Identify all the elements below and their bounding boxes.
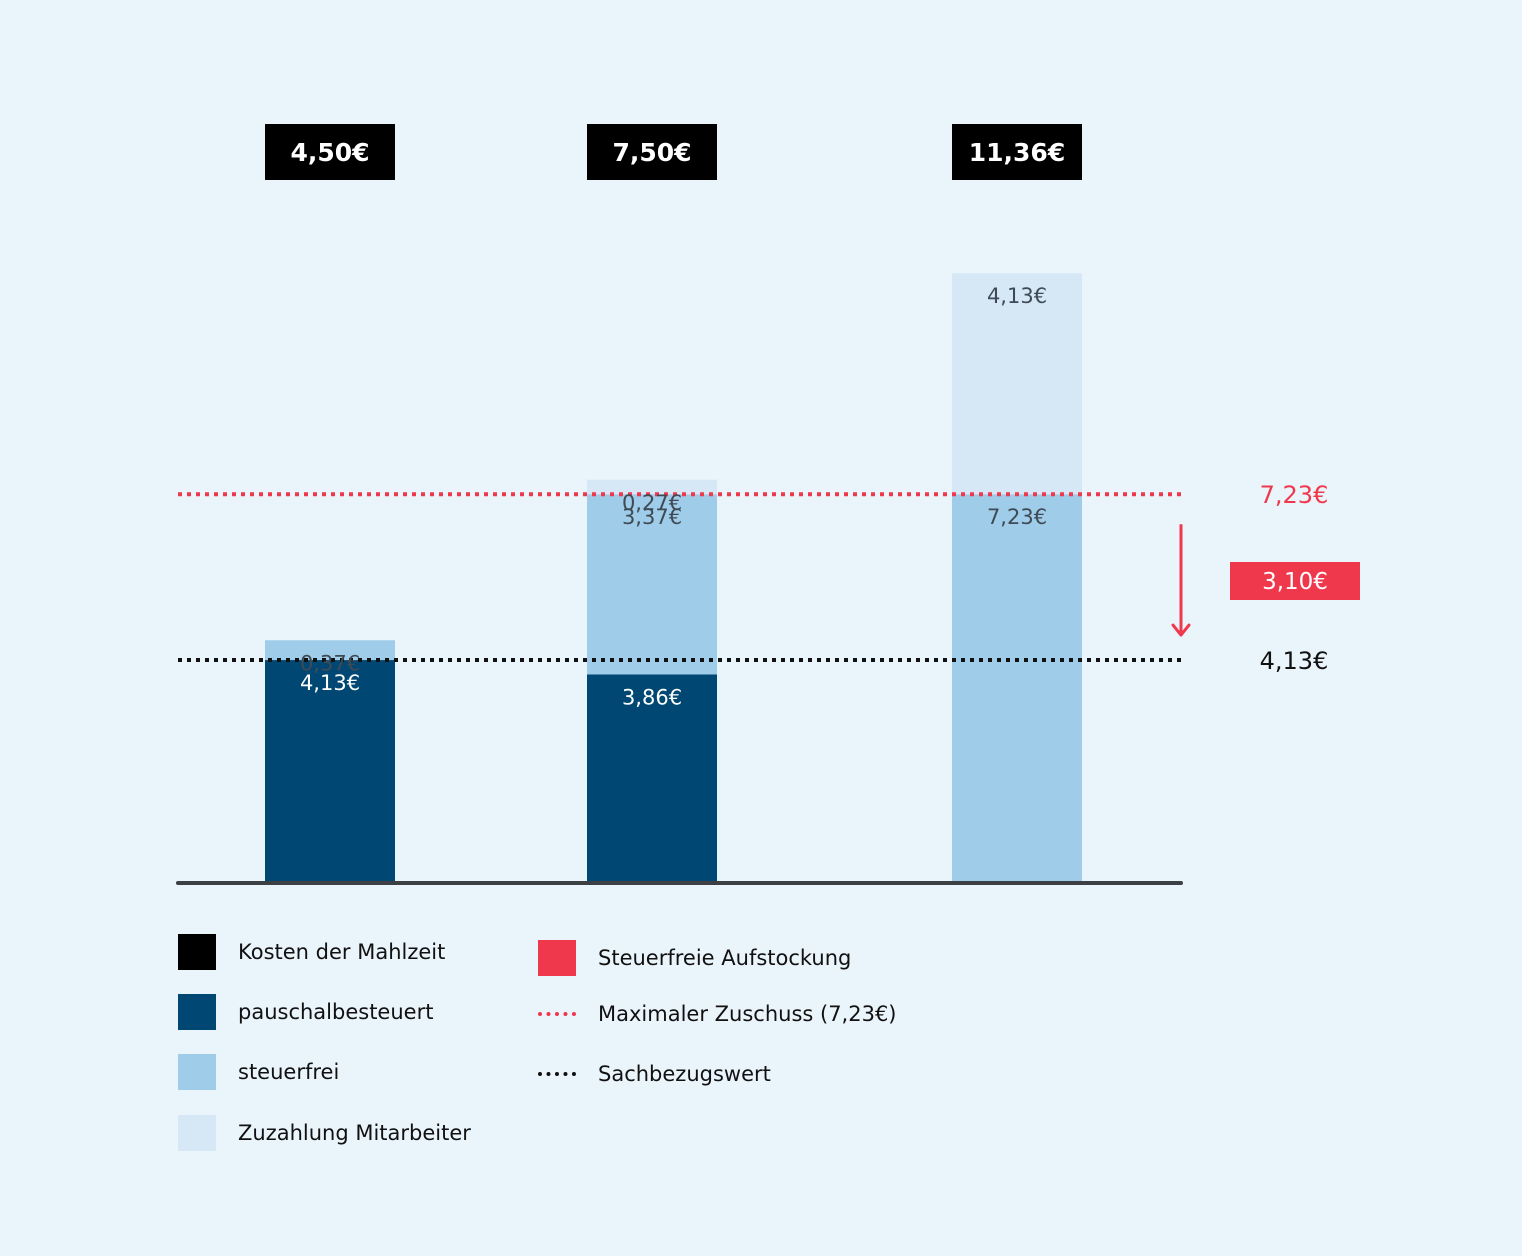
legend-swatch-employee-copay — [178, 1115, 216, 1151]
data-label-steuerfrei-2: 3,37€ — [622, 505, 682, 529]
legend-label-meal-cost: Kosten der Mahlzeit — [238, 940, 446, 964]
legend-label-tax-free: steuerfrei — [238, 1060, 340, 1084]
total-box-3 — [952, 124, 1082, 180]
total-label-2: 7,50€ — [612, 138, 691, 167]
total-box-1 — [265, 124, 395, 180]
bar-steuerfrei-3 — [952, 494, 1082, 881]
data-label-zuzahlung-mitarbeiter-3: 4,13€ — [987, 284, 1047, 308]
legend-swatch-tax-free — [178, 1054, 216, 1090]
legend-swatch-meal-cost — [178, 934, 216, 970]
legend-label-flat-taxed: pauschalbesteuert — [238, 1000, 434, 1024]
data-label-zuzahlung-mitarbeiter-2: 0,27€ — [622, 491, 682, 515]
labels-layer: 4,13€0,37€4,50€3,86€3,37€0,27€7,50€7,23€… — [265, 124, 1360, 709]
legend-swatch-flat-taxed — [178, 994, 216, 1030]
difference-arrow-head — [1171, 623, 1191, 637]
legend-label-max-subsidy: Maximaler Zuschuss (7,23€) — [598, 1002, 897, 1026]
legend-label-tax-free-topup: Steuerfreie Aufstockung — [598, 946, 852, 970]
total-label-3: 11,36€ — [969, 138, 1065, 167]
bar-pauschalbesteuert-2 — [587, 674, 717, 881]
data-label-pauschalbesteuert-1: 4,13€ — [300, 671, 360, 695]
data-label-steuerfrei-3: 7,23€ — [987, 505, 1047, 529]
difference-label: 3,10€ — [1262, 569, 1328, 595]
legend-item-employee-copay: Zuzahlung Mitarbeiter — [178, 1115, 471, 1151]
legend-item-benefit-value: Sachbezugswert — [538, 1062, 771, 1086]
bar-zuzahlung-mitarbeiter-3 — [952, 273, 1082, 495]
total-label-1: 4,50€ — [290, 138, 369, 167]
legend-item-flat-taxed: pauschalbesteuert — [178, 994, 433, 1030]
legend-item-tax-free-topup: Steuerfreie Aufstockung — [538, 940, 851, 976]
data-label-pauschalbesteuert-2: 3,86€ — [622, 685, 682, 709]
data-label-steuerfrei-1: 0,37€ — [300, 651, 360, 675]
bar-pauschalbesteuert-1 — [265, 660, 395, 881]
reference-label-maximaler-zuschuss: 7,23€ — [1260, 481, 1329, 509]
legend-label-employee-copay: Zuzahlung Mitarbeiter — [238, 1121, 471, 1145]
bar-steuerfrei-1 — [265, 640, 395, 661]
legend-line-max-subsidy — [538, 1012, 576, 1016]
bar-steuerfrei-2 — [587, 494, 717, 675]
reference-label-sachbezugswert: 4,13€ — [1260, 647, 1329, 675]
bars-layer — [265, 273, 1082, 881]
legend-item-tax-free: steuerfrei — [178, 1054, 339, 1090]
legend-line-benefit-value — [538, 1072, 576, 1076]
difference-badge — [1230, 562, 1360, 600]
total-box-2 — [587, 124, 717, 180]
legend-label-benefit-value: Sachbezugswert — [598, 1062, 771, 1086]
bar-zuzahlung-mitarbeiter-2 — [587, 479, 717, 495]
legend-item-meal-cost: Kosten der Mahlzeit — [178, 934, 445, 970]
legend-item-max-subsidy: Maximaler Zuschuss (7,23€) — [538, 1002, 897, 1026]
legend-swatch-tax-free-topup — [538, 940, 576, 976]
